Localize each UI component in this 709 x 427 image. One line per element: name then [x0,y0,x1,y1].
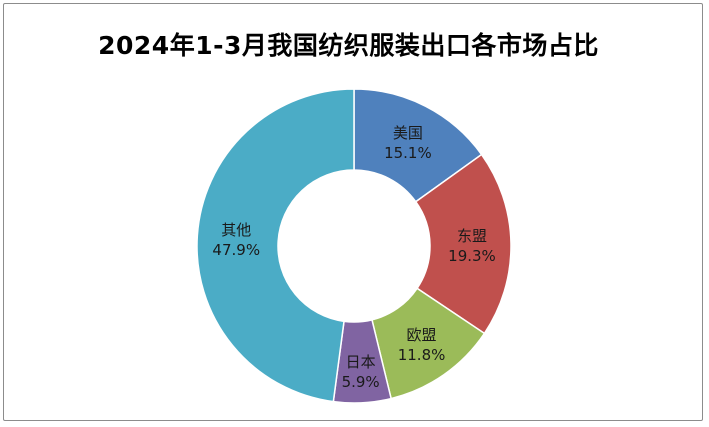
slice-0 [353,88,483,203]
slice-value-2: 11.8% [398,346,446,364]
slice-value-3: 5.9% [342,373,380,391]
donut-slices [196,88,512,404]
slice-1 [414,153,512,335]
slice-value-4: 47.9% [212,241,260,259]
slice-name-1: 东盟 [457,227,487,245]
slice-name-2: 欧盟 [407,326,437,344]
chart-title: 2024年1-3月我国纺织服装出口各市场占比 [98,31,599,60]
slice-4 [196,88,355,403]
slice-value-1: 19.3% [448,247,496,265]
slice-name-3: 日本 [346,353,376,371]
slice-value-0: 15.1% [384,144,432,162]
slice-name-0: 美国 [393,124,423,142]
donut-labels: 美国 15.1% 东盟 19.3% 欧盟 11.8% 日本 5.9% 其他 47.9% [212,124,495,391]
slice-name-4: 其他 [221,221,251,239]
